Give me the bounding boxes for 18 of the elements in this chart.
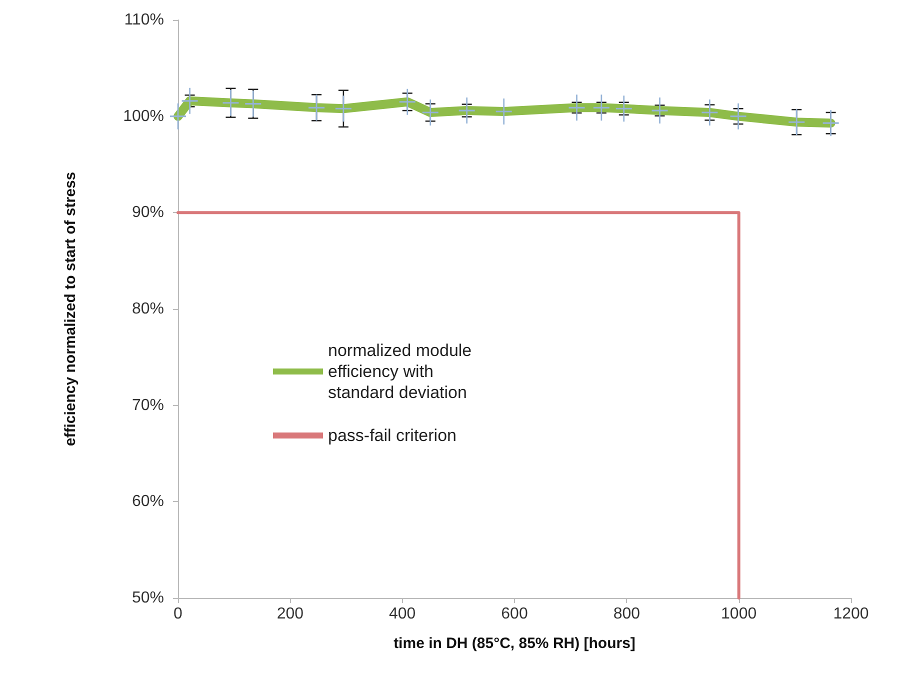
x-tick-label: 600 xyxy=(501,606,528,622)
x-tick-label: 1000 xyxy=(721,606,757,622)
x-axis-title: time in DH (85°C, 85% RH) [hours] xyxy=(394,635,636,652)
x-tick-label: 200 xyxy=(276,606,304,622)
x-tick-label: 400 xyxy=(388,606,416,622)
y-axis-title: efficiency normalized to start of stress xyxy=(62,172,79,446)
x-tick-label: 800 xyxy=(613,606,640,622)
y-tick-label: 110% xyxy=(124,12,164,28)
y-tick-label: 90% xyxy=(132,204,164,222)
y-tick-label: 70% xyxy=(132,396,164,414)
y-tick-label: 80% xyxy=(132,300,164,318)
x-tick-label: 0 xyxy=(174,606,183,622)
y-tick-label: 100% xyxy=(123,108,164,125)
y-tick-label: 50% xyxy=(132,590,164,606)
legend-label: pass-fail criterion xyxy=(328,426,456,445)
legend-label: normalized module efficiency with standard deviation xyxy=(328,341,476,402)
y-tick-label: 60% xyxy=(132,493,164,510)
x-tick-label: 1200 xyxy=(833,606,869,622)
